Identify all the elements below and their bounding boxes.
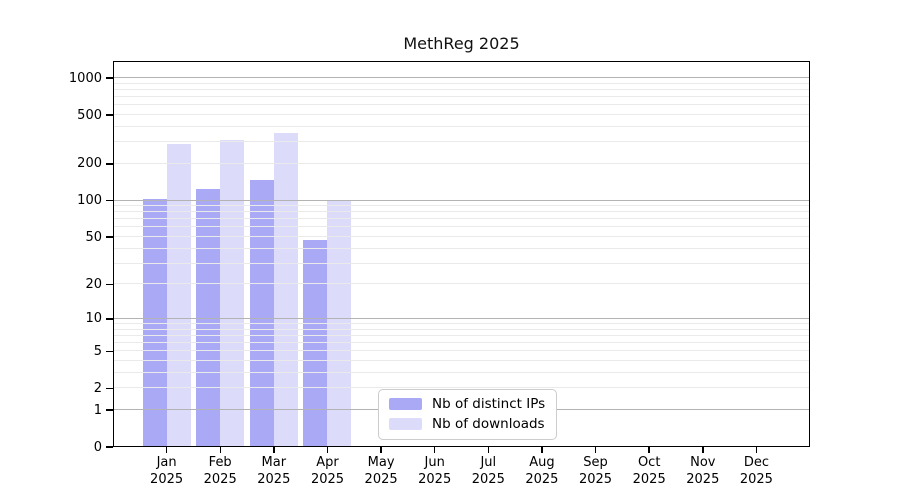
- gridline-minor: [113, 342, 810, 344]
- gridline-minor: [113, 88, 810, 90]
- x-tick-mark: [219, 447, 221, 453]
- y-tick-label: 5: [93, 343, 102, 359]
- x-tick-label-feb: Feb 2025: [203, 455, 237, 487]
- x-tick-mark: [541, 447, 543, 453]
- bar-ips-apr: [303, 240, 328, 447]
- x-tick-mark: [433, 447, 436, 453]
- y-tick-label: 1: [93, 402, 102, 418]
- legend-label-downloads: Nb of downloads: [432, 416, 545, 432]
- y-tick-label: 2: [93, 380, 102, 396]
- gridline-minor: [113, 247, 810, 249]
- x-tick-mark: [326, 447, 329, 453]
- y-tick-mark: [106, 114, 113, 116]
- y-tick-mark: [106, 318, 113, 320]
- legend-swatch-distinct-ips: [389, 398, 422, 410]
- bar-downloads-feb: [220, 140, 245, 447]
- x-tick-label-aug: Aug 2025: [525, 455, 559, 487]
- x-tick-label-may: May 2025: [364, 455, 398, 487]
- bar-downloads-mar: [273, 133, 298, 447]
- y-tick-label: 500: [77, 107, 102, 123]
- x-tick-mark: [487, 447, 490, 453]
- y-tick-label: 50: [85, 229, 102, 245]
- y-tick-label: 0: [93, 439, 102, 455]
- gridline-minor: [113, 104, 810, 106]
- gridline-major: [113, 317, 810, 319]
- x-tick-label-nov: Nov 2025: [686, 455, 720, 487]
- y-tick-mark: [106, 283, 113, 286]
- legend-label-distinct-ips: Nb of distinct IPs: [432, 396, 546, 412]
- y-tick-mark: [106, 199, 113, 202]
- gridline-minor: [113, 226, 810, 228]
- x-tick-mark: [594, 447, 597, 453]
- gridline-minor: [113, 162, 810, 164]
- gridline-minor: [113, 141, 810, 143]
- gridline-minor: [113, 114, 810, 115]
- legend-item-downloads: Nb of downloads: [389, 416, 545, 432]
- x-tick-mark: [380, 447, 382, 453]
- gridline-minor: [113, 334, 810, 336]
- gridline-minor: [113, 96, 810, 97]
- x-tick-mark: [165, 447, 168, 453]
- gridline-minor: [113, 205, 810, 207]
- x-tick-label-dec: Dec 2025: [739, 455, 773, 487]
- gridline-major: [113, 77, 810, 78]
- x-tick-label-jun: Jun 2025: [418, 455, 452, 487]
- gridline-minor: [113, 372, 810, 373]
- y-tick-mark: [106, 236, 113, 238]
- chart-title: MethReg 2025: [403, 34, 520, 53]
- legend-swatch-downloads: [389, 418, 422, 430]
- gridline-minor: [113, 350, 810, 352]
- x-tick-mark: [702, 447, 704, 453]
- gridline-major: [113, 199, 810, 201]
- gridline-minor: [113, 236, 810, 237]
- gridline-minor: [113, 283, 810, 285]
- legend: Nb of distinct IPs Nb of downloads: [378, 389, 558, 440]
- gridline-minor: [113, 82, 810, 84]
- bar-ips-jan: [142, 198, 167, 447]
- gridline-minor: [113, 218, 810, 220]
- gridline-minor: [113, 323, 810, 324]
- legend-item-distinct-ips: Nb of distinct IPs: [389, 396, 545, 412]
- x-tick-mark: [273, 447, 275, 453]
- bar-downloads-jan: [166, 144, 191, 447]
- gridline-minor: [113, 328, 810, 330]
- gridline-minor: [113, 211, 810, 213]
- x-tick-mark: [755, 447, 758, 453]
- y-tick-mark: [106, 350, 113, 353]
- y-tick-mark: [106, 387, 113, 390]
- x-tick-mark: [648, 447, 650, 453]
- x-tick-label-jul: Jul 2025: [471, 455, 505, 487]
- x-tick-label-jan: Jan 2025: [150, 455, 184, 487]
- x-tick-label-sep: Sep 2025: [578, 455, 613, 487]
- x-tick-label-mar: Mar 2025: [257, 455, 291, 487]
- y-tick-mark: [106, 409, 113, 411]
- y-tick-label: 20: [85, 276, 102, 292]
- y-tick-label: 200: [77, 156, 102, 172]
- plot-area: Nb of distinct IPs Nb of downloads: [113, 61, 810, 447]
- bar-ips-mar: [249, 180, 274, 447]
- gridline-minor: [113, 125, 810, 127]
- y-tick-mark: [106, 77, 113, 79]
- x-tick-label-oct: Oct 2025: [632, 455, 666, 487]
- x-tick-label-apr: Apr 2025: [310, 455, 345, 487]
- y-tick-label: 1000: [68, 70, 102, 86]
- gridline-minor: [113, 262, 810, 264]
- y-tick-label: 10: [85, 311, 102, 327]
- y-tick-label: 100: [77, 193, 102, 208]
- gridline-minor: [113, 360, 810, 361]
- y-tick-mark: [106, 163, 113, 165]
- y-tick-mark: [106, 446, 113, 448]
- gridline-minor: [113, 387, 810, 389]
